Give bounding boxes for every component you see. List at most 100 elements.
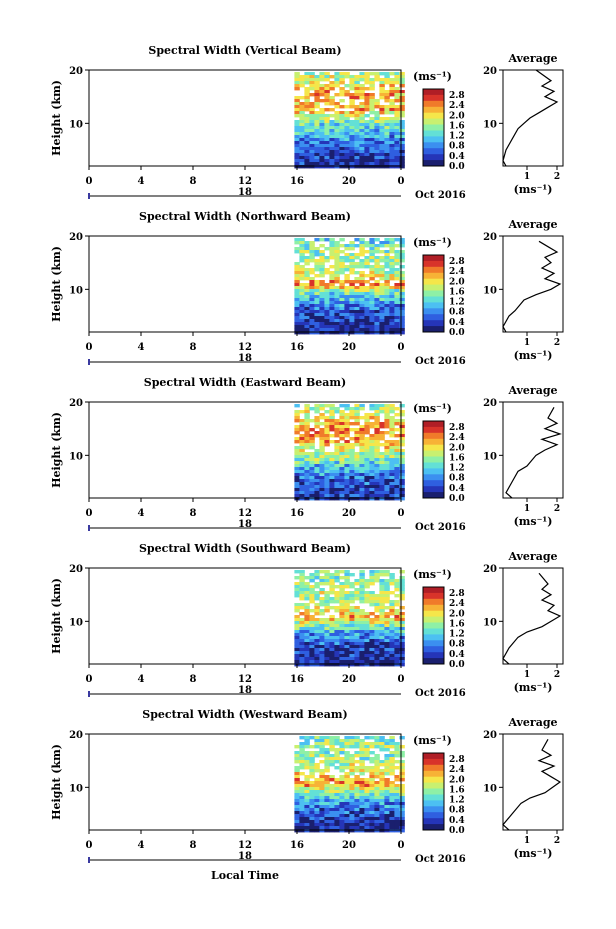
heatmap-cell [359, 455, 365, 459]
heatmap-cell [364, 633, 370, 637]
heatmap-cell [379, 772, 385, 776]
heatmap-cell [334, 81, 340, 85]
heatmap-cell [349, 265, 355, 269]
heatmap-cell [359, 90, 365, 94]
heatmap-cell [334, 760, 340, 764]
heatmap-cell [394, 96, 400, 100]
heatmap-cell [334, 630, 340, 634]
heatmap-cell [339, 751, 345, 755]
heatmap-cell [299, 292, 305, 296]
heatmap-cell [299, 799, 305, 803]
heatmap-cell [399, 645, 405, 649]
heatmap-cell [354, 811, 360, 815]
heatmap-cell [294, 603, 300, 607]
heatmap-cell [379, 790, 385, 794]
heatmap-cell [324, 491, 330, 495]
heatmap-cell [334, 799, 340, 803]
heatmap-cell [329, 256, 335, 260]
heatmap-cell [309, 114, 315, 118]
heatmap-cell [369, 135, 375, 139]
heatmap-cell [294, 301, 300, 305]
heatmap-cell [304, 808, 310, 812]
heatmap-cell [394, 799, 400, 803]
heatmap-cell [339, 87, 345, 91]
heatmap-cell [389, 784, 395, 788]
heatmap-cell [324, 87, 330, 91]
heatmap-cell [299, 78, 305, 82]
heatmap-cell [299, 153, 305, 157]
heatmap-cell [384, 488, 390, 492]
heatmap-cell [299, 760, 305, 764]
heatmap-cell [294, 431, 300, 435]
heatmap-cell [379, 425, 385, 429]
heatmap-cell [294, 150, 300, 154]
heatmap-cell [369, 162, 375, 166]
heatmap-cell [389, 760, 395, 764]
heatmap-cell [299, 452, 305, 456]
heatmap-cell [309, 772, 315, 776]
heatmap-cell [399, 787, 405, 791]
heatmap-cell [334, 440, 340, 444]
heatmap-cell [364, 621, 370, 625]
heatmap-cell [364, 757, 370, 761]
heatmap-cell [399, 126, 405, 130]
panel-title: Spectral Width (Southward Beam) [139, 542, 351, 555]
heatmap-cell [314, 627, 320, 631]
heatmap-cell [389, 105, 395, 109]
heatmap-cell [309, 253, 315, 257]
heatmap-cell [354, 579, 360, 583]
heatmap-cell [309, 165, 315, 169]
heatmap-cell [319, 443, 325, 447]
x-tick-label: 4 [138, 674, 145, 685]
heatmap-cell [379, 820, 385, 824]
heatmap-cell [344, 446, 350, 450]
heatmap-cell [329, 736, 335, 740]
heatmap-cell [344, 576, 350, 580]
heatmap-cell [294, 482, 300, 486]
heatmap-cell [329, 648, 335, 652]
heatmap-cell [359, 654, 365, 658]
heatmap-cell [319, 120, 325, 124]
heatmap-cell [384, 657, 390, 661]
heatmap-cell [399, 790, 405, 794]
heatmap-cell [359, 446, 365, 450]
heatmap-cell [364, 769, 370, 773]
heatmap-cell [334, 165, 340, 169]
heatmap-cell [299, 805, 305, 809]
heatmap-cell [374, 479, 380, 483]
heatmap-cell [329, 452, 335, 456]
heatmap-cell [399, 615, 405, 619]
heatmap-cell [349, 449, 355, 453]
heatmap-cell [294, 805, 300, 809]
y-tick-label: 10 [69, 451, 83, 462]
heatmap-cell [309, 271, 315, 275]
heatmap-cell [344, 253, 350, 257]
heatmap-cell [299, 754, 305, 758]
heatmap-cell [374, 238, 380, 242]
heatmap-cell [359, 404, 365, 408]
heatmap-cell [314, 485, 320, 489]
heatmap-cell [369, 766, 375, 770]
heatmap-cell [319, 259, 325, 263]
heatmap-cell [394, 476, 400, 480]
heatmap-cell [399, 307, 405, 311]
heatmap-cell [314, 473, 320, 477]
heatmap-cell [374, 494, 380, 498]
heatmap-cell [319, 784, 325, 788]
heatmap-cell [354, 280, 360, 284]
heatmap-cell [334, 129, 340, 133]
heatmap-cell [344, 814, 350, 818]
heatmap-cell [359, 802, 365, 806]
heatmap-cell [309, 660, 315, 664]
heatmap-cell [329, 582, 335, 586]
heatmap-cell [349, 307, 355, 311]
heatmap-cell [344, 624, 350, 628]
heatmap-cell [329, 600, 335, 604]
heatmap-cell [394, 455, 400, 459]
heatmap-cell [294, 162, 300, 166]
heatmap-cell [369, 241, 375, 245]
heatmap-cell [319, 440, 325, 444]
heatmap-cell [364, 648, 370, 652]
heatmap-cell [334, 159, 340, 163]
heatmap-cell [334, 796, 340, 800]
